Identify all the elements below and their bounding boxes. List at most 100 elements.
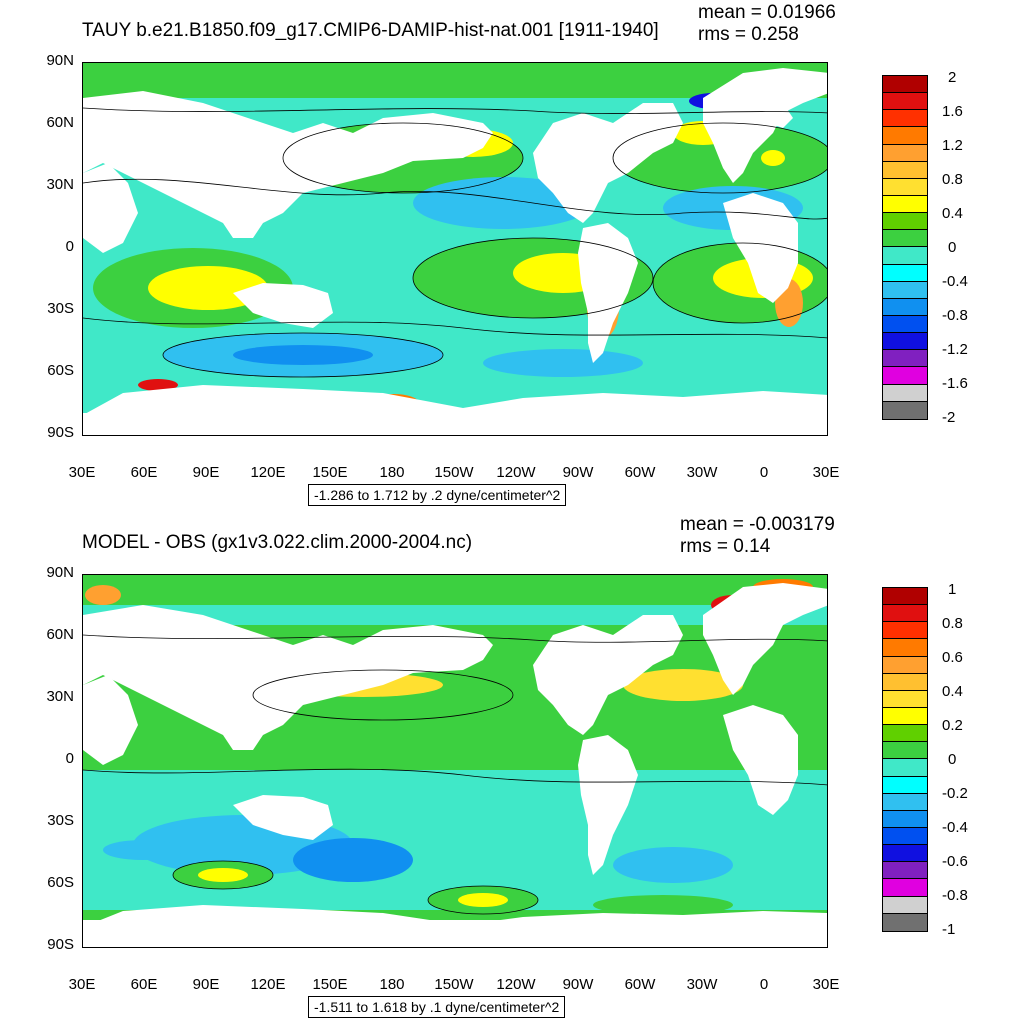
lat-label: 30S — [47, 812, 74, 829]
colorbar-swatch — [883, 845, 927, 863]
colorbar-swatch — [883, 588, 927, 606]
lon-label: 150E — [312, 464, 348, 481]
colorbar-label: -1.6 — [942, 375, 968, 392]
colorbar-swatch — [883, 333, 927, 351]
bottom-rms: rms = 0.14 — [680, 536, 771, 557]
colorbar-label: 0.2 — [942, 717, 963, 734]
lon-label: 60W — [624, 976, 656, 993]
bottom-colorbar — [882, 587, 928, 932]
colorbar-swatch — [883, 110, 927, 128]
colorbar-swatch — [883, 367, 927, 385]
top-rms: rms = 0.258 — [698, 24, 799, 45]
colorbar-label: -1.2 — [942, 341, 968, 358]
lat-label: 30N — [46, 688, 74, 705]
colorbar-swatch — [883, 230, 927, 248]
colorbar-swatch — [883, 161, 927, 179]
top-contour-summary: -1.286 to 1.712 by .2 dyne/centimeter^2 — [308, 484, 567, 506]
colorbar-swatch — [883, 913, 927, 931]
colorbar-swatch — [883, 896, 927, 914]
colorbar-swatch — [883, 76, 927, 94]
lon-label: 90E — [192, 464, 220, 481]
colorbar-label: -0.6 — [942, 853, 968, 870]
lat-label: 90N — [46, 564, 74, 581]
colorbar-label: 1 — [948, 581, 957, 598]
colorbar-swatch — [883, 759, 927, 777]
lat-label: 90S — [47, 936, 74, 953]
bottom-contour-summary: -1.511 to 1.618 by .1 dyne/centimeter^2 — [308, 996, 566, 1018]
lon-label: 90W — [562, 464, 594, 481]
bottom-map — [82, 574, 828, 948]
lon-label: 150W — [434, 464, 474, 481]
colorbar-label: -0.2 — [942, 785, 968, 802]
colorbar-swatch — [883, 213, 927, 231]
colorbar-swatch — [883, 673, 927, 691]
colorbar-label: 1.6 — [942, 103, 963, 120]
colorbar-swatch — [883, 862, 927, 880]
lon-label: 90W — [562, 976, 594, 993]
colorbar-swatch — [883, 622, 927, 640]
colorbar-swatch — [883, 401, 927, 419]
colorbar-label: -0.4 — [942, 819, 968, 836]
lat-label: 30N — [46, 176, 74, 193]
colorbar-label: -1 — [942, 921, 956, 938]
lon-label: 150E — [312, 976, 348, 993]
bottom-mean: mean = -0.003179 — [680, 514, 835, 535]
lon-label: 0 — [759, 976, 769, 993]
colorbar-label: 0.8 — [942, 171, 963, 188]
lat-label: 60S — [47, 874, 74, 891]
lon-label: 120E — [250, 976, 286, 993]
lon-label: 30W — [686, 976, 718, 993]
top-title: TAUY b.e21.B1850.f09_g17.CMIP6-DAMIP-his… — [82, 20, 659, 41]
colorbar-swatch — [883, 264, 927, 282]
top-colorbar — [882, 75, 928, 420]
colorbar-swatch — [883, 639, 927, 657]
lon-label: 30E — [812, 976, 840, 993]
lat-label: 60N — [46, 114, 74, 131]
lon-label: 60E — [130, 464, 158, 481]
lat-label: 0 — [65, 750, 74, 767]
colorbar-label: 1.2 — [942, 137, 963, 154]
lon-label: 90E — [192, 976, 220, 993]
lon-label: 120E — [250, 464, 286, 481]
colorbar-swatch — [883, 144, 927, 162]
colorbar-swatch — [883, 605, 927, 623]
bottom-panel: MODEL - OBS (gx1v3.022.clim.2000-2004.nc… — [0, 512, 1024, 1024]
colorbar-label: 0 — [948, 751, 957, 768]
top-map — [82, 62, 828, 436]
lon-label: 180 — [379, 976, 405, 993]
lon-label: 180 — [379, 464, 405, 481]
colorbar-swatch — [883, 315, 927, 334]
lon-label: 30E — [68, 464, 96, 481]
colorbar-swatch — [883, 810, 927, 828]
bottom-map-field — [83, 575, 827, 947]
lon-label: 0 — [759, 464, 769, 481]
colorbar-swatch — [883, 793, 927, 811]
colorbar-swatch — [883, 384, 927, 402]
lat-label: 60N — [46, 626, 74, 643]
top-panel: TAUY b.e21.B1850.f09_g17.CMIP6-DAMIP-his… — [46, 2, 968, 506]
colorbar-label: 0.4 — [942, 683, 963, 700]
colorbar-label: -0.8 — [942, 307, 968, 324]
lon-label: 60E — [130, 976, 158, 993]
lon-label: 150W — [434, 976, 474, 993]
colorbar-swatch — [883, 247, 927, 265]
lon-label: 30W — [686, 464, 718, 481]
lat-label: 60S — [47, 362, 74, 379]
colorbar-swatch — [883, 707, 927, 726]
lon-label: 120W — [496, 464, 536, 481]
colorbar-swatch — [883, 350, 927, 368]
colorbar-label: 0.8 — [942, 615, 963, 632]
colorbar-swatch — [883, 776, 927, 794]
colorbar-swatch — [883, 93, 927, 111]
colorbar-swatch — [883, 178, 927, 196]
colorbar-swatch — [883, 725, 927, 743]
colorbar-swatch — [883, 742, 927, 760]
colorbar-swatch — [883, 195, 927, 214]
colorbar-swatch — [883, 298, 927, 316]
colorbar-swatch — [883, 879, 927, 897]
colorbar-label: -0.4 — [942, 273, 968, 290]
lat-label: 90N — [46, 52, 74, 69]
top-map-field — [83, 63, 827, 435]
lon-label: 60W — [624, 464, 656, 481]
lon-label: 30E — [68, 976, 96, 993]
